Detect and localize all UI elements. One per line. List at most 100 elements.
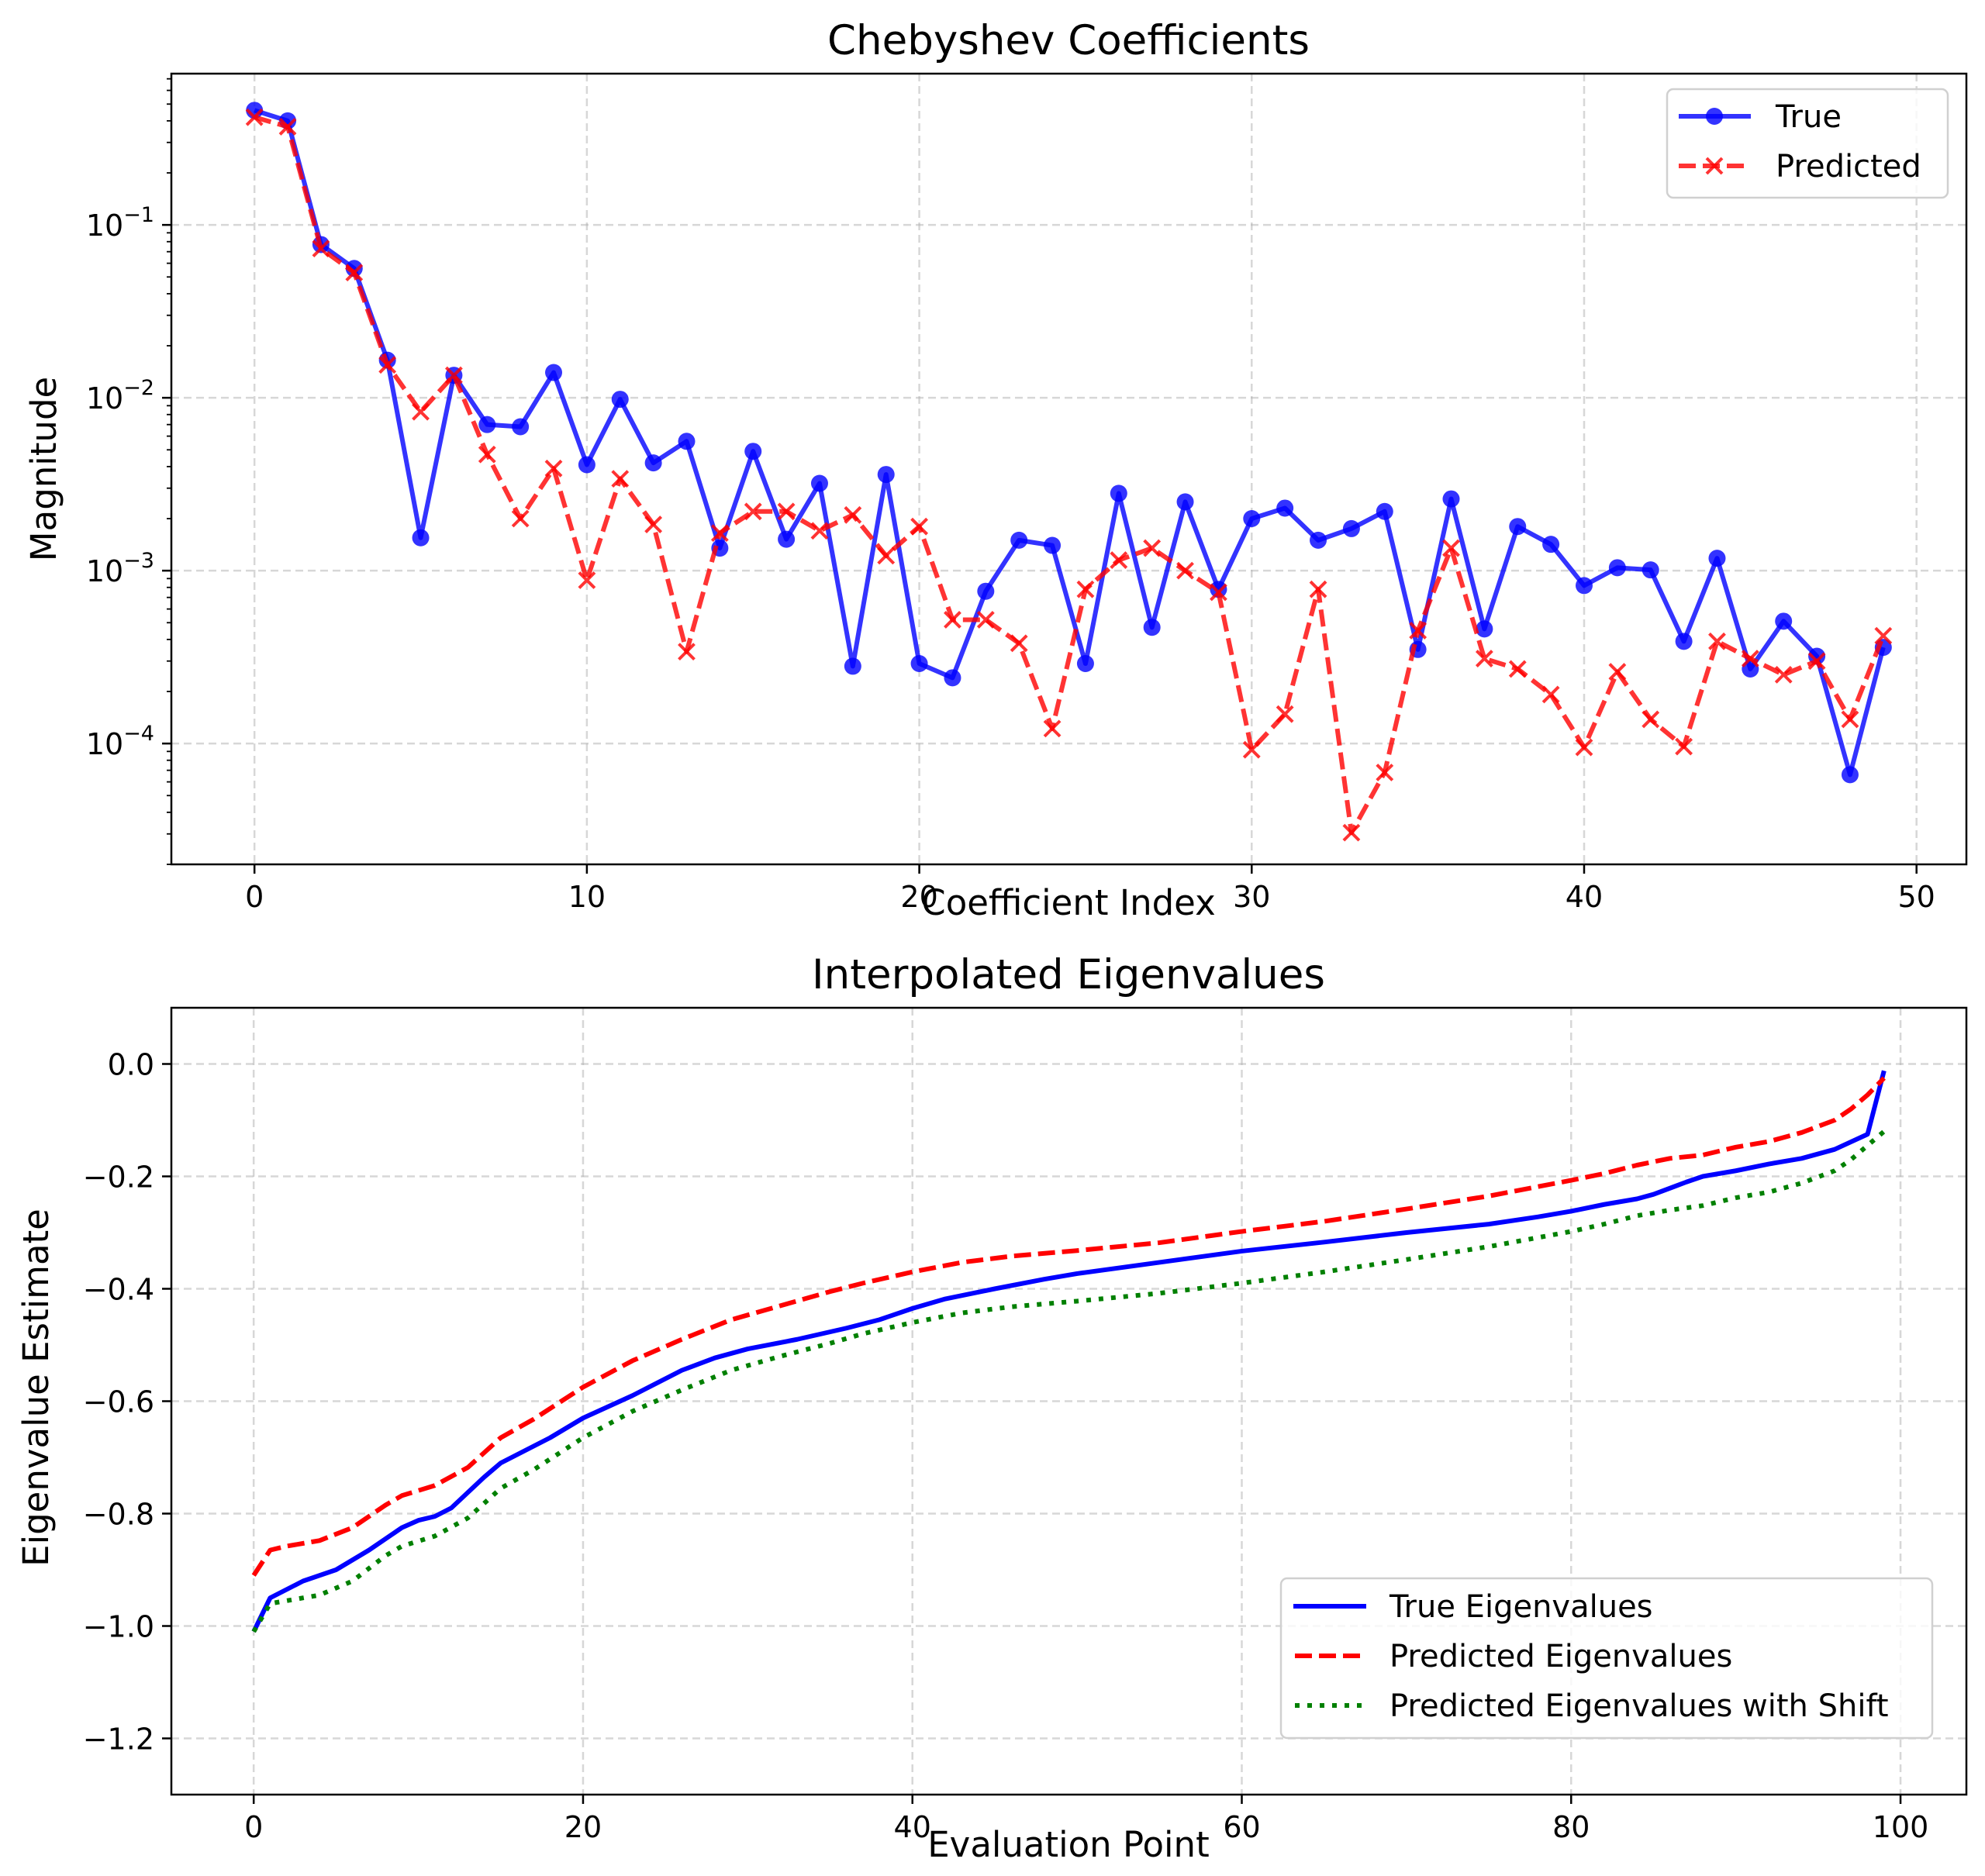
x-tick-label: 20 xyxy=(564,1810,602,1844)
data-point-true xyxy=(644,454,662,472)
data-point-predicted xyxy=(1176,561,1194,580)
data-point-predicted xyxy=(1508,660,1527,678)
legend-label: Predicted xyxy=(1776,149,1921,184)
data-point-predicted xyxy=(444,366,463,385)
data-point-predicted xyxy=(312,240,330,258)
data-point-true xyxy=(1176,493,1194,511)
data-point-true xyxy=(1442,490,1460,508)
data-point-predicted xyxy=(1575,738,1593,757)
data-point-true xyxy=(1143,619,1161,636)
data-point-true xyxy=(1376,502,1393,520)
legend-item-predicted: Predicted xyxy=(1679,149,1921,184)
data-point-true xyxy=(1608,559,1626,577)
data-point-true xyxy=(478,416,496,433)
data-point-true xyxy=(810,474,828,492)
x-tick-label: 80 xyxy=(1552,1810,1590,1844)
x-tick-label: 0 xyxy=(244,1810,263,1844)
data-point-true xyxy=(1110,485,1127,502)
data-point-true xyxy=(1342,519,1360,537)
data-point-predicted xyxy=(578,571,596,589)
data-point-predicted xyxy=(1541,685,1560,704)
data-point-predicted xyxy=(976,611,995,629)
data-point-predicted xyxy=(378,356,397,374)
data-point-predicted xyxy=(1475,650,1493,667)
legend-item-true-eigenvalues: True Eigenvalues xyxy=(1293,1589,1653,1625)
data-point-predicted xyxy=(1442,539,1460,557)
data-point-true xyxy=(611,391,629,409)
x-tick-label: 50 xyxy=(1898,880,1935,914)
data-point-predicted xyxy=(1841,710,1859,729)
plot-frame xyxy=(170,72,1968,866)
y-tick-label: 0.0 xyxy=(108,1048,154,1082)
data-point-true xyxy=(1310,531,1327,549)
data-point-predicted xyxy=(910,517,928,536)
data-point-true xyxy=(877,466,895,484)
data-point-predicted xyxy=(1642,710,1660,729)
data-point-predicted xyxy=(345,264,364,282)
y-axis-label: Magnitude xyxy=(23,377,64,561)
legend-item-predicted-eigenvalues: Predicted Eigenvalues xyxy=(1295,1639,1732,1674)
legend-label: True Eigenvalues xyxy=(1389,1589,1653,1625)
y-tick-label: −0.8 xyxy=(83,1498,154,1532)
x-tick-label: 40 xyxy=(1566,880,1603,914)
data-point-true xyxy=(1010,531,1028,549)
data-point-predicted xyxy=(511,509,530,528)
data-point-predicted xyxy=(1376,764,1394,781)
data-point-predicted xyxy=(1608,663,1627,681)
data-point-predicted xyxy=(1807,652,1826,671)
y-tick-label: −1.0 xyxy=(83,1610,154,1644)
x-axis-label: Evaluation Point xyxy=(927,1824,1209,1865)
data-point-true xyxy=(1542,536,1560,553)
data-point-true xyxy=(345,260,363,278)
legend: True Eigenvalues Predicted Eigenvalues P… xyxy=(1279,1577,1934,1740)
data-point-predicted xyxy=(611,470,630,488)
data-point-true xyxy=(1044,536,1062,554)
data-point-predicted xyxy=(412,402,430,421)
y-tick-label: −0.6 xyxy=(83,1385,154,1419)
legend-label: Predicted Eigenvalues with Shift xyxy=(1390,1688,1889,1724)
x-tick-label: 100 xyxy=(1873,1810,1929,1844)
data-point-predicted xyxy=(777,502,796,521)
chart-interpolated-eigenvalues: Interpolated Eigenvalues 0 20 40 60 80 100 0.… xyxy=(16,951,1968,1865)
data-point-true xyxy=(910,655,928,673)
legend-marker-x-icon xyxy=(1705,157,1724,175)
data-point-predicted xyxy=(478,445,496,464)
chart-title: Interpolated Eigenvalues xyxy=(812,951,1325,998)
data-point-predicted xyxy=(844,505,862,524)
data-point-true xyxy=(1675,633,1693,650)
series-line-predicted xyxy=(254,115,1886,836)
data-point-true xyxy=(1708,550,1726,567)
data-point-true xyxy=(944,669,961,687)
y-axis-label: Eigenvalue Estimate xyxy=(16,1209,57,1567)
data-point-true xyxy=(1841,766,1859,784)
data-point-predicted xyxy=(245,108,264,126)
data-point-predicted xyxy=(944,611,961,629)
legend-item-predicted-eigenvalues-shift: Predicted Eigenvalues with Shift xyxy=(1295,1688,1889,1724)
data-point-predicted xyxy=(1774,665,1793,684)
data-point-predicted xyxy=(278,118,297,136)
data-point-predicted xyxy=(644,516,663,533)
legend-marker-circle-icon xyxy=(1706,108,1723,125)
data-point-true xyxy=(545,364,563,381)
legend: True Predicted xyxy=(1666,88,1949,199)
x-tick-label: 40 xyxy=(894,1810,931,1844)
data-point-true xyxy=(744,443,762,460)
data-point-true xyxy=(678,433,696,450)
x-axis-label: Coefficient Index xyxy=(921,882,1215,923)
x-tick-label: 30 xyxy=(1233,880,1270,914)
data-point-predicted xyxy=(1242,740,1261,759)
data-point-predicted xyxy=(877,547,896,565)
y-tick-label: −1.2 xyxy=(83,1723,154,1757)
data-point-predicted xyxy=(1076,580,1095,598)
y-tick-label: −0.4 xyxy=(83,1273,154,1307)
series-layer xyxy=(251,1070,1887,1633)
y-axis-ticks: 0.0 −0.2 −0.4 −0.6 −0.8 −1.0 −1.2 xyxy=(83,1048,171,1757)
data-point-predicted xyxy=(1309,580,1327,598)
data-point-predicted xyxy=(710,524,729,543)
x-axis-ticks: 0 20 40 60 80 100 xyxy=(244,1795,1928,1844)
x-axis-ticks: 0 10 20 30 40 50 xyxy=(245,864,1935,914)
y-tick-label: −0.2 xyxy=(83,1160,154,1195)
data-point-predicted xyxy=(1110,551,1128,570)
data-point-predicted xyxy=(1741,650,1759,667)
